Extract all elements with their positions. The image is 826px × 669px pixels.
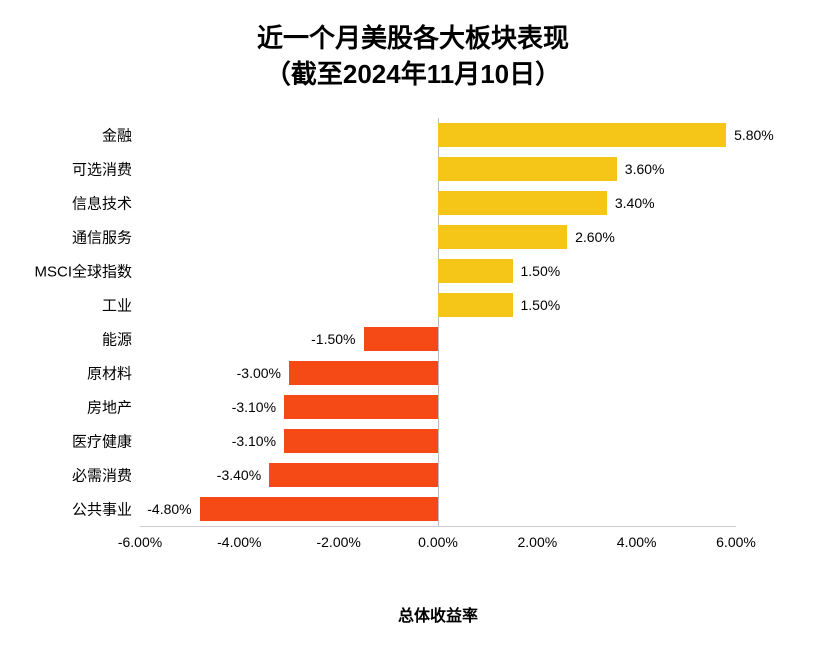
bar-row: 原材料-3.00% — [140, 356, 736, 390]
bar-row: 工业1.50% — [140, 288, 736, 322]
x-axis-title: 总体收益率 — [398, 602, 478, 626]
x-axis: 总体收益率 -6.00%-4.00%-2.00%0.00%2.00%4.00%6… — [140, 526, 736, 566]
x-tick-label: 0.00% — [418, 534, 458, 550]
category-label: 医疗健康 — [72, 430, 132, 451]
plot-area: 金融5.80%可选消费3.60%信息技术3.40%通信服务2.60%MSCI全球… — [140, 118, 736, 558]
value-label: -4.80% — [147, 501, 191, 517]
chart-title-line1: 近一个月美股各大板块表现 — [30, 20, 796, 56]
category-label: 公共事业 — [72, 498, 132, 519]
bar-row: 可选消费3.60% — [140, 152, 736, 186]
bar — [200, 497, 438, 521]
bar — [438, 123, 726, 147]
value-label: 5.80% — [734, 127, 774, 143]
bar — [284, 395, 438, 419]
value-label: 2.60% — [575, 229, 615, 245]
bar — [284, 429, 438, 453]
x-tick-label: -4.00% — [217, 534, 261, 550]
category-label: 必需消费 — [72, 464, 132, 485]
bar-row: MSCI全球指数1.50% — [140, 254, 736, 288]
bar-row: 金融5.80% — [140, 118, 736, 152]
value-label: -3.40% — [217, 467, 261, 483]
bar — [289, 361, 438, 385]
bar-row: 房地产-3.10% — [140, 390, 736, 424]
bar — [438, 259, 513, 283]
bar — [438, 293, 513, 317]
value-label: 3.40% — [615, 195, 655, 211]
category-label: 能源 — [102, 328, 132, 349]
x-tick-label: 2.00% — [517, 534, 557, 550]
x-tick-label: 6.00% — [716, 534, 756, 550]
value-label: -3.10% — [232, 433, 276, 449]
value-label: 1.50% — [521, 263, 561, 279]
chart-title-line2: （截至2024年11月10日） — [30, 56, 796, 92]
bar-row: 能源-1.50% — [140, 322, 736, 356]
chart-title: 近一个月美股各大板块表现 （截至2024年11月10日） — [30, 20, 796, 93]
bar-row: 医疗健康-3.10% — [140, 424, 736, 458]
x-axis-line — [140, 526, 736, 527]
bar-row: 通信服务2.60% — [140, 220, 736, 254]
value-label: -1.50% — [311, 331, 355, 347]
bar-row: 公共事业-4.80% — [140, 492, 736, 526]
category-label: 工业 — [102, 294, 132, 315]
bar — [438, 191, 607, 215]
bars-area: 金融5.80%可选消费3.60%信息技术3.40%通信服务2.60%MSCI全球… — [140, 118, 736, 526]
category-label: 通信服务 — [72, 226, 132, 247]
bar — [364, 327, 439, 351]
value-label: 3.60% — [625, 161, 665, 177]
value-label: -3.00% — [237, 365, 281, 381]
category-label: 金融 — [102, 124, 132, 145]
sector-performance-chart: 近一个月美股各大板块表现 （截至2024年11月10日） 金融5.80%可选消费… — [0, 0, 826, 669]
bar-row: 必需消费-3.40% — [140, 458, 736, 492]
category-label: 房地产 — [87, 396, 132, 417]
category-label: 信息技术 — [72, 192, 132, 213]
value-label: 1.50% — [521, 297, 561, 313]
bar-row: 信息技术3.40% — [140, 186, 736, 220]
category-label: 可选消费 — [72, 158, 132, 179]
value-label: -3.10% — [232, 399, 276, 415]
x-tick-label: -2.00% — [316, 534, 360, 550]
category-label: MSCI全球指数 — [34, 260, 132, 281]
x-tick-label: -6.00% — [118, 534, 162, 550]
x-tick-label: 4.00% — [617, 534, 657, 550]
bar — [438, 225, 567, 249]
bar — [438, 157, 617, 181]
bar — [269, 463, 438, 487]
category-label: 原材料 — [87, 362, 132, 383]
